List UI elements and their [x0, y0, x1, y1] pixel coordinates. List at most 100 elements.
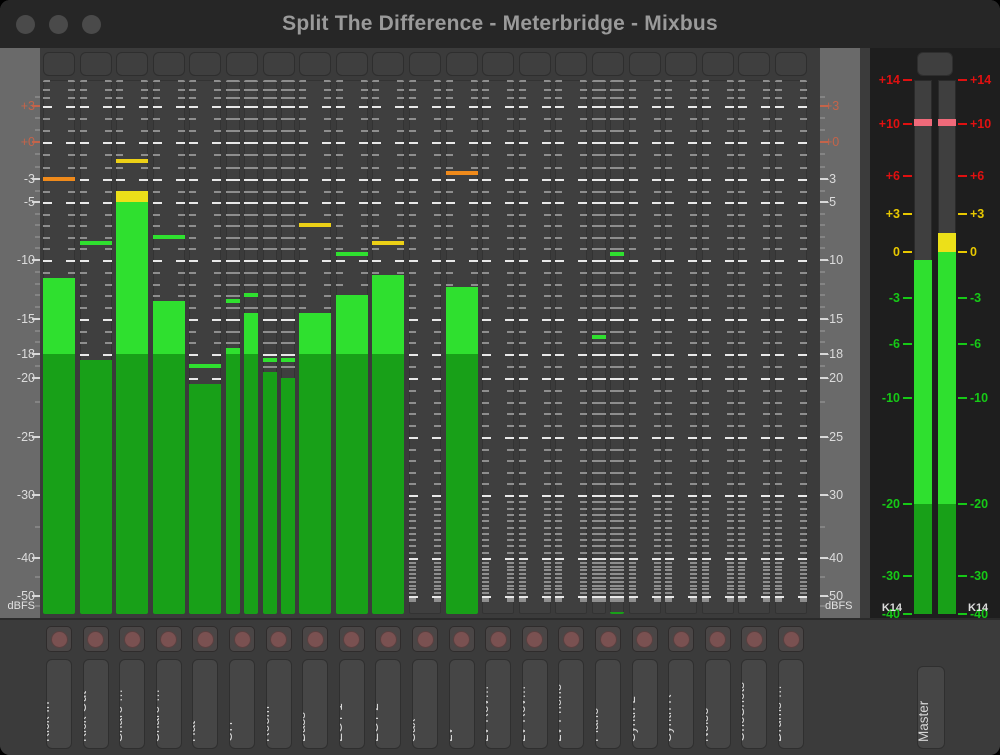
meter-bar	[116, 190, 149, 614]
record-arm-button[interactable]	[485, 626, 512, 652]
channel-name-button[interactable]: Bass	[302, 659, 329, 749]
channel-name-label: Kick In	[46, 701, 52, 742]
maximize-button[interactable]	[82, 15, 101, 34]
channel-button-slot[interactable]	[226, 52, 258, 76]
record-arm-button[interactable]	[704, 626, 731, 652]
record-arm-button[interactable]	[155, 626, 182, 652]
k14-label: -40	[970, 607, 989, 621]
k14-label: +3	[885, 207, 900, 221]
channel-button-slot[interactable]	[701, 52, 734, 76]
record-arm-button[interactable]	[595, 626, 621, 652]
record-arm-button[interactable]	[558, 626, 585, 652]
record-arm-button[interactable]	[265, 626, 292, 652]
record-arm-button[interactable]	[46, 626, 72, 652]
meter-channel	[610, 80, 624, 614]
master-button-slot[interactable]	[917, 52, 953, 76]
master-name-button[interactable]: Master	[917, 666, 945, 749]
record-arm-button[interactable]	[338, 626, 365, 652]
scale-label: +0	[20, 135, 35, 149]
channel-name-button[interactable]: EGT 2	[375, 659, 402, 749]
scale-tick-minor	[820, 283, 825, 285]
channel-button-slot[interactable]	[335, 52, 368, 76]
channel-button-slot[interactable]	[445, 52, 478, 76]
record-arm-button[interactable]	[229, 626, 255, 652]
record-arm-button[interactable]	[741, 626, 768, 652]
record-dot-icon	[233, 630, 251, 648]
channel-button-slot[interactable]	[775, 52, 807, 76]
channel-button-slot[interactable]	[665, 52, 698, 76]
record-arm-button[interactable]	[668, 626, 695, 652]
channel-name-button[interactable]: Kick In	[46, 659, 72, 749]
record-arm-button[interactable]	[192, 626, 219, 652]
minimize-button[interactable]	[49, 15, 68, 34]
record-arm-button[interactable]	[778, 626, 804, 652]
channel-name-button[interactable]: OH	[229, 659, 255, 749]
record-arm-button[interactable]	[302, 626, 329, 652]
channel-button-slot[interactable]	[482, 52, 515, 76]
channel-button-slot[interactable]	[189, 52, 222, 76]
channel-strip-synth-r	[665, 48, 698, 618]
record-arm-button[interactable]	[82, 626, 109, 652]
channel-name-button[interactable]: Noise	[704, 659, 731, 749]
channel-button-slot[interactable]	[555, 52, 588, 76]
k14-unit-label: K14	[881, 602, 902, 614]
channel-button-slot[interactable]	[79, 52, 112, 76]
channel-name-button[interactable]: Sax	[412, 659, 438, 749]
channel-name-label: Sax	[412, 718, 418, 742]
channel-button-slot[interactable]	[299, 52, 332, 76]
scale-tick	[32, 494, 40, 496]
channel-button-slot[interactable]	[152, 52, 185, 76]
channel-strip-sax	[409, 48, 441, 618]
scale-tick-minor	[35, 247, 40, 249]
channel-name-button[interactable]: Kick Out	[82, 659, 109, 749]
record-arm-button[interactable]	[412, 626, 438, 652]
meter-group	[299, 80, 332, 614]
record-arm-button[interactable]	[119, 626, 146, 652]
channel-button-slot[interactable]	[592, 52, 624, 76]
channel-name-button[interactable]: Synth L	[631, 659, 658, 749]
channel-name-button[interactable]: OneShots	[741, 659, 768, 749]
k14-tick	[958, 79, 967, 81]
meter-ticks	[665, 80, 698, 614]
k14-tick	[958, 251, 967, 253]
channel-name-button[interactable]: Snare …	[119, 659, 146, 749]
channel-name-button[interactable]: LV	[448, 659, 475, 749]
channel-name-button[interactable]: Synth R	[668, 659, 695, 749]
channel-button-slot[interactable]	[372, 52, 405, 76]
channel-name-button[interactable]: Snare …	[155, 659, 182, 749]
scale-tick-minor	[820, 605, 825, 607]
scale-tick-minor	[35, 166, 40, 168]
master-name-label: Master	[917, 700, 931, 742]
channel-button-slot[interactable]	[518, 52, 551, 76]
channel-button-slot[interactable]	[43, 52, 75, 76]
scale-label: -50	[825, 589, 844, 603]
channel-name-button[interactable]: LV Phone	[558, 659, 585, 749]
channel-strip-lv-reverb-1	[482, 48, 515, 618]
channel-button-slot[interactable]	[628, 52, 661, 76]
channel-name-button[interactable]: Room	[265, 659, 292, 749]
record-arm-button[interactable]	[448, 626, 475, 652]
meter-group	[79, 80, 112, 614]
record-arm-button[interactable]	[521, 626, 548, 652]
scale-tick-minor	[820, 576, 825, 578]
channel-button-slot[interactable]	[262, 52, 295, 76]
channel-button-slot[interactable]	[116, 52, 149, 76]
channel-name-button[interactable]: LV Rev…	[521, 659, 548, 749]
channel-button-slot[interactable]	[738, 52, 771, 76]
channel-name-button[interactable]: LV Rev…	[485, 659, 512, 749]
meter-channel	[701, 80, 734, 614]
channel-name-button[interactable]: EGT 1	[338, 659, 365, 749]
record-arm-button[interactable]	[375, 626, 402, 652]
channel-name-button[interactable]: Drums …	[778, 659, 804, 749]
meter-ticks	[610, 80, 624, 614]
meter-channel	[628, 80, 661, 614]
channel-name-button[interactable]: Hat	[192, 659, 219, 749]
channel-button-slot[interactable]	[409, 52, 441, 76]
record-arm-button[interactable]	[631, 626, 658, 652]
peak-hold-marker	[592, 334, 606, 339]
k14-tick	[958, 343, 967, 345]
close-button[interactable]	[16, 15, 35, 34]
scale-tick-minor	[820, 526, 825, 527]
channel-name-label: Synth L	[631, 696, 638, 742]
channel-name-button[interactable]: Piano	[595, 659, 621, 749]
